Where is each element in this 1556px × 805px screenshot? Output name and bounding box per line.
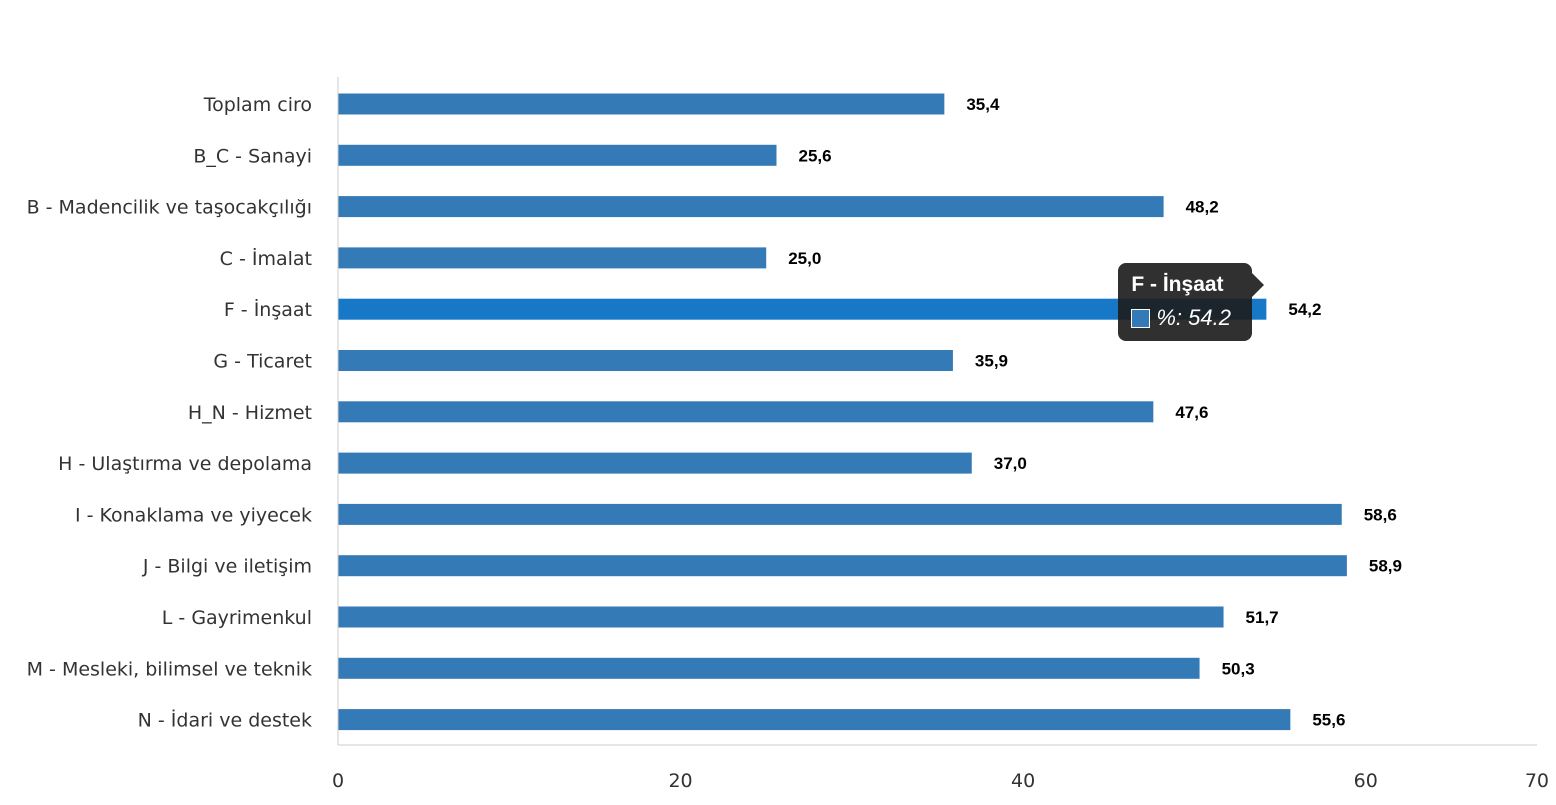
category-label: L - Gayrimenkul (162, 607, 312, 629)
category-label: C - İmalat (220, 247, 312, 270)
bar[interactable] (338, 196, 1164, 218)
category-label: N - İdari ve destek (138, 709, 312, 732)
x-tick-label: 70 (1525, 770, 1549, 792)
data-label: 47,6 (1175, 403, 1208, 422)
data-label: 25,6 (798, 146, 831, 165)
x-tick-label: 40 (1011, 770, 1035, 792)
x-tick-label: 0 (332, 770, 344, 792)
bar-tooltip: F - İnşaat %: 54.2 (1118, 263, 1265, 342)
data-label: 48,2 (1186, 198, 1219, 217)
bar[interactable] (338, 93, 945, 115)
data-label: 35,9 (975, 352, 1008, 371)
x-tick-label: 60 (1354, 770, 1378, 792)
data-label: 54,2 (1288, 300, 1321, 319)
bar[interactable] (338, 247, 767, 269)
category-label: H_N - Hizmet (188, 402, 312, 424)
x-tick-label: 20 (668, 770, 692, 792)
category-label: G - Ticaret (213, 351, 312, 373)
category-label: Toplam ciro (203, 94, 312, 116)
bar[interactable] (338, 350, 953, 371)
bars-layer (338, 93, 1347, 731)
category-label: B - Madencilik ve taşocakçılığı (27, 197, 312, 219)
data-label: 51,7 (1246, 608, 1279, 627)
bar[interactable] (338, 144, 777, 166)
data-label: 58,9 (1369, 557, 1402, 576)
tooltip-swatch-icon (1131, 308, 1151, 328)
tooltip-arrow-icon (1252, 273, 1265, 298)
bar[interactable] (338, 452, 972, 474)
category-label: F - İnşaat (224, 298, 312, 321)
category-label: H - Ulaştırma ve depolama (58, 453, 312, 475)
category-label: M - Mesleki, bilimsel ve teknik (27, 658, 312, 680)
bar[interactable] (338, 657, 1200, 679)
data-label: 58,6 (1364, 505, 1397, 524)
bar[interactable] (338, 298, 1267, 320)
bar[interactable] (338, 401, 1154, 423)
bar[interactable] (338, 709, 1291, 731)
bar[interactable] (338, 555, 1347, 577)
data-label: 35,4 (966, 95, 1000, 114)
category-label: J - Bilgi ve iletişim (142, 556, 312, 578)
axis-layer: 0 20 40 60 70 (332, 77, 1549, 792)
data-label: 55,6 (1312, 711, 1345, 730)
tooltip-title: F - İnşaat (1131, 273, 1224, 297)
category-label: I - Konaklama ve yiyecek (75, 504, 312, 526)
bar[interactable] (338, 503, 1342, 525)
data-label: 37,0 (994, 454, 1027, 473)
category-label: B_C - Sanayi (193, 145, 312, 167)
tooltip-row: %: 54.2 (1131, 305, 1239, 331)
bar[interactable] (338, 606, 1224, 628)
data-label: 25,0 (788, 249, 821, 268)
tooltip-value: %: 54.2 (1156, 305, 1231, 331)
labels-layer: Toplam ciro 35,4 B_C - Sanayi 25,6 B - Maden… (27, 94, 1402, 732)
data-label: 50,3 (1222, 659, 1255, 678)
